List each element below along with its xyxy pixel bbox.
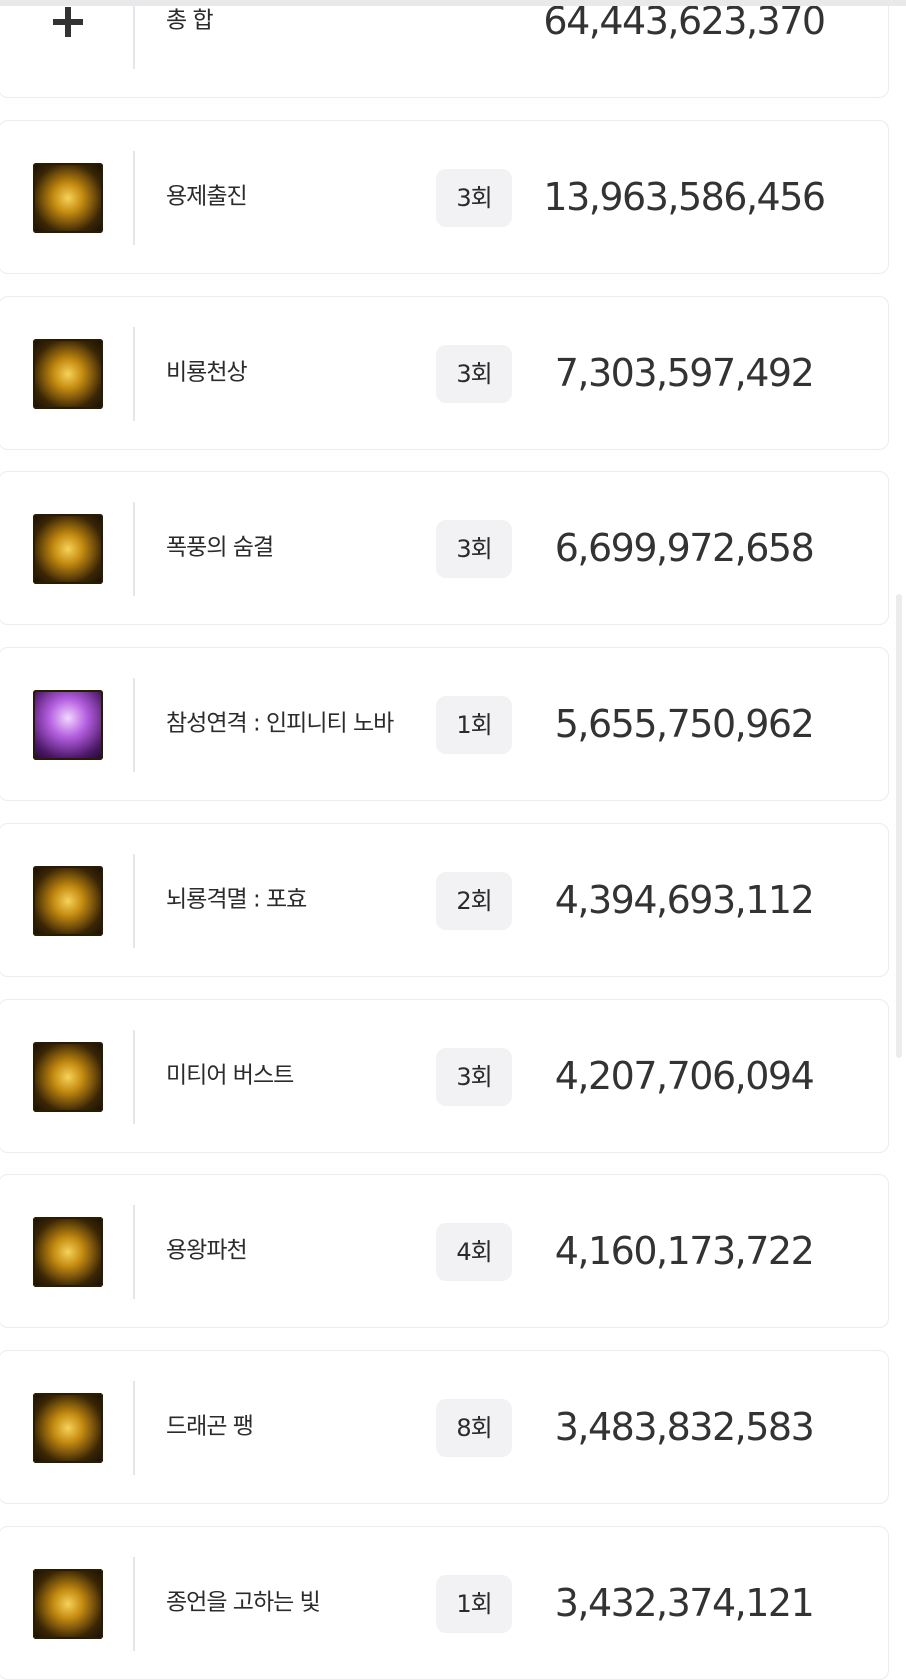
damage-value: 7,303,597,492	[554, 350, 815, 395]
skill-icon	[33, 514, 103, 585]
total-label: 총 합	[166, 7, 214, 34]
hit-count: 3회	[436, 344, 512, 403]
top-bar	[0, 0, 906, 6]
skill-name: 드래곤 팽	[166, 1413, 254, 1440]
skill-name: 뇌룡격멸 : 포효	[166, 886, 307, 913]
expand-icon[interactable]	[33, 0, 103, 57]
divider	[133, 502, 135, 597]
hit-count: 3회	[436, 1047, 512, 1106]
divider	[133, 151, 135, 245]
skill-icon	[33, 1041, 103, 1112]
skill-card[interactable]: 미티어 버스트 3회 4,207,706,094	[0, 998, 889, 1153]
damage-value: 13,963,586,456	[543, 175, 826, 219]
skill-card[interactable]: 용왕파천 4회 4,160,173,722	[0, 1174, 889, 1329]
hit-count: 3회	[436, 520, 512, 579]
skill-icon	[33, 690, 103, 761]
damage-value: 4,207,706,094	[554, 1053, 815, 1098]
hit-count: 1회	[436, 696, 512, 755]
hit-count: 8회	[436, 1398, 512, 1457]
divider	[133, 1029, 135, 1124]
damage-value: 4,160,173,722	[554, 1229, 815, 1274]
divider	[133, 678, 135, 773]
skill-card[interactable]: 드래곤 팽 8회 3,483,832,583	[0, 1349, 889, 1504]
hit-count: 4회	[436, 1223, 512, 1282]
skill-name: 미티어 버스트	[166, 1062, 294, 1088]
scrollbar	[896, 594, 902, 1058]
skill-icon	[33, 338, 103, 409]
skill-card[interactable]: 용제출진 3회 13,963,586,456	[0, 120, 889, 274]
skill-icon	[33, 1568, 103, 1639]
hit-count: 1회	[436, 1574, 512, 1633]
skill-icon	[33, 1392, 103, 1463]
skill-card[interactable]: 총 합 64,443,623,370	[0, 0, 889, 98]
divider	[133, 326, 135, 421]
divider	[133, 1556, 135, 1651]
skill-card[interactable]: 참성연격 : 인피니티 노바 1회 5,655,750,962	[0, 647, 889, 802]
hit-count: 3회	[436, 169, 512, 227]
divider	[133, 0, 135, 69]
skill-name: 종언을 고하는 빛	[166, 1589, 321, 1616]
skill-icon	[33, 163, 103, 233]
skill-card[interactable]: 비룡천상 3회 7,303,597,492	[0, 295, 889, 450]
divider	[133, 1380, 135, 1475]
damage-value: 3,432,374,121	[554, 1580, 815, 1625]
total-value: 64,443,623,370	[543, 0, 826, 43]
skill-card[interactable]: 뇌룡격멸 : 포효 2회 4,394,693,112	[0, 822, 889, 977]
skill-name: 용왕파천	[166, 1237, 248, 1264]
skill-icon	[33, 865, 103, 936]
skill-name: 폭풍의 숨결	[166, 534, 274, 561]
skill-name: 용제출진	[166, 183, 248, 210]
skill-name: 참성연격 : 인피니티 노바	[166, 710, 394, 737]
damage-value: 3,483,832,583	[554, 1404, 815, 1449]
skill-card[interactable]: 폭풍의 숨결 3회 6,699,972,658	[0, 471, 889, 626]
divider	[133, 1205, 135, 1300]
skill-icon	[33, 1217, 103, 1288]
divider	[133, 853, 135, 948]
damage-value: 6,699,972,658	[554, 526, 815, 571]
damage-value: 5,655,750,962	[554, 702, 815, 747]
damage-value: 4,394,693,112	[554, 877, 815, 922]
hit-count: 2회	[436, 871, 512, 930]
skill-card[interactable]: 종언을 고하는 빛 1회 3,432,374,121	[0, 1525, 889, 1680]
skill-name: 비룡천상	[166, 359, 248, 386]
